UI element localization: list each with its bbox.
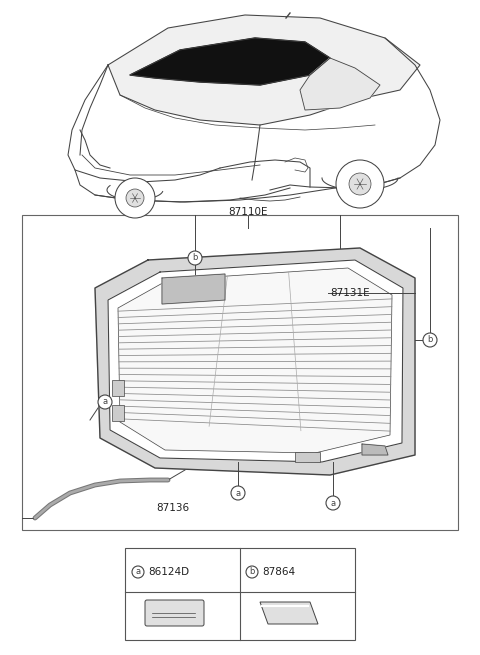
Text: 87864: 87864 xyxy=(262,567,295,577)
Text: b: b xyxy=(249,567,255,576)
Text: b: b xyxy=(192,253,198,263)
Text: a: a xyxy=(102,398,108,407)
Circle shape xyxy=(246,566,258,578)
Bar xyxy=(22,215,458,530)
Text: 87110E: 87110E xyxy=(228,207,268,217)
Circle shape xyxy=(115,178,155,218)
Text: a: a xyxy=(330,498,336,508)
Bar xyxy=(112,405,124,421)
Text: 87131E: 87131E xyxy=(330,288,370,298)
FancyBboxPatch shape xyxy=(145,600,204,626)
Circle shape xyxy=(188,251,202,265)
Text: 86124D: 86124D xyxy=(148,567,189,577)
Polygon shape xyxy=(162,274,225,304)
Bar xyxy=(295,452,320,462)
Polygon shape xyxy=(108,15,420,125)
Circle shape xyxy=(423,333,437,347)
Circle shape xyxy=(349,173,371,195)
Circle shape xyxy=(231,486,245,500)
Circle shape xyxy=(126,189,144,207)
Polygon shape xyxy=(362,444,388,455)
Polygon shape xyxy=(130,38,330,85)
Bar xyxy=(112,380,124,396)
Polygon shape xyxy=(118,268,392,453)
Polygon shape xyxy=(95,248,415,475)
Bar xyxy=(125,548,355,640)
Text: a: a xyxy=(235,489,240,498)
Circle shape xyxy=(132,566,144,578)
Polygon shape xyxy=(108,260,403,462)
Circle shape xyxy=(98,395,112,409)
Circle shape xyxy=(326,496,340,510)
Text: 87136: 87136 xyxy=(156,503,190,513)
Text: a: a xyxy=(135,567,141,576)
Polygon shape xyxy=(300,58,380,110)
Circle shape xyxy=(336,160,384,208)
Text: b: b xyxy=(427,335,432,345)
Polygon shape xyxy=(260,602,318,624)
